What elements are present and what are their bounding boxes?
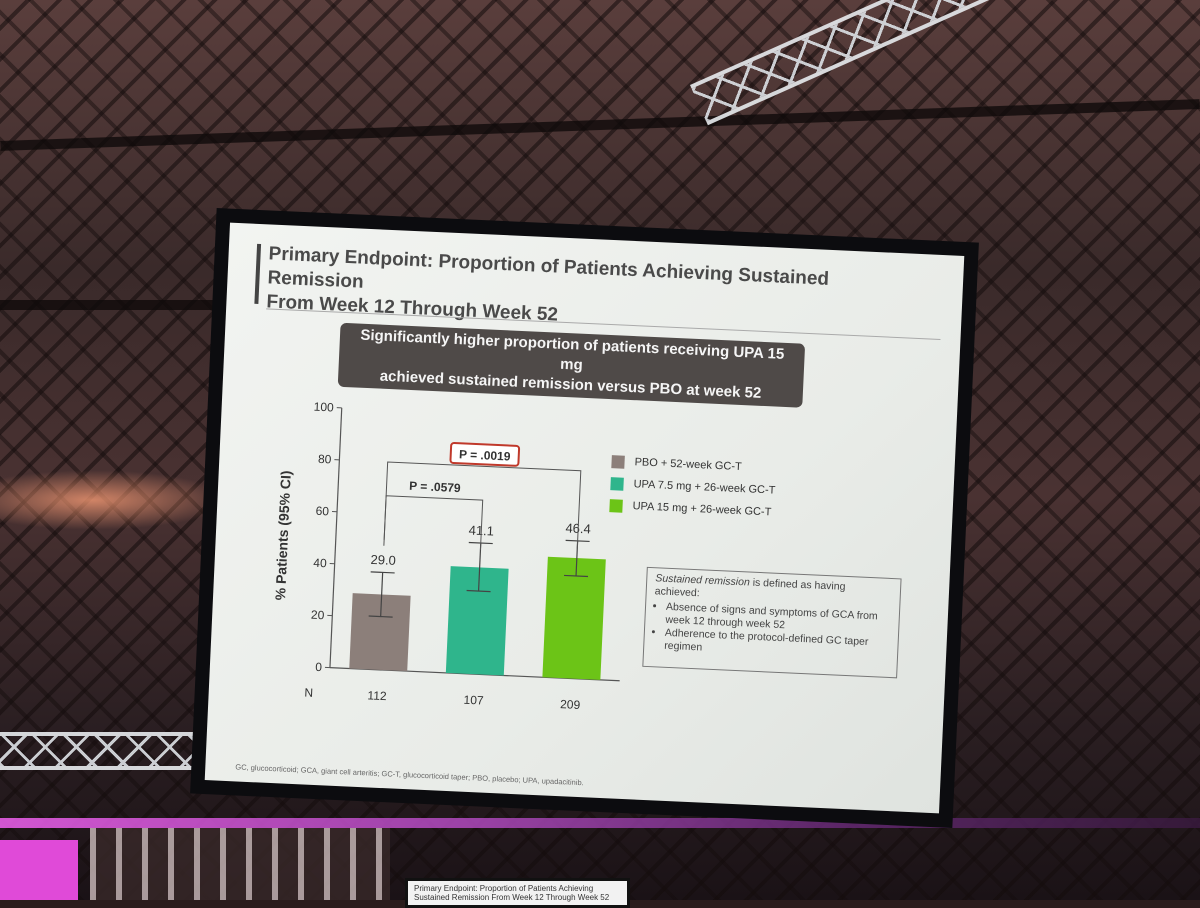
y-tick-label: 20: [311, 608, 325, 623]
definition-list: Absence of signs and symptoms of GCA fro…: [652, 600, 891, 663]
legend-swatch: [609, 499, 623, 513]
y-tick-label: 100: [313, 400, 334, 415]
n-label: N: [304, 685, 313, 699]
n-value: 107: [463, 693, 484, 708]
bar: [542, 557, 605, 680]
slide-footnote: GC, glucocorticoid; GCA, giant cell arte…: [235, 762, 584, 787]
chart-legend: PBO + 52-week GC-T UPA 7.5 mg + 26-week G…: [609, 450, 777, 523]
legend-label: UPA 7.5 mg + 26-week GC-T: [633, 478, 775, 496]
n-value: 112: [367, 688, 387, 703]
comparison-bracket: [384, 496, 483, 550]
y-tick-label: 80: [318, 452, 332, 467]
title-accent-bar: [254, 244, 261, 304]
legend-label: PBO + 52-week GC-T: [634, 456, 742, 473]
data-label: 29.0: [370, 552, 396, 568]
bar: [349, 593, 410, 671]
error-bar-cap: [371, 572, 395, 573]
n-value: 209: [560, 697, 581, 712]
slide: Primary Endpoint: Proportion of Patients…: [205, 223, 965, 814]
projection-screen: Primary Endpoint: Proportion of Patients…: [190, 208, 979, 828]
definition-box: Sustained remission is defined as having…: [642, 567, 901, 678]
bar: [446, 566, 509, 675]
y-axis-label: % Patients (95% CI): [272, 470, 294, 601]
y-tick-label: 60: [315, 504, 329, 519]
legend-swatch: [610, 477, 624, 491]
p-value-label: P = .0579: [409, 479, 461, 495]
legend-label: UPA 15 mg + 26-week GC-T: [632, 500, 771, 518]
y-tick-label: 0: [315, 660, 323, 674]
p-value-label: P = .0019: [459, 447, 511, 463]
legend-swatch: [611, 455, 625, 469]
y-tick-label: 40: [313, 556, 327, 571]
y-axis: [330, 408, 342, 668]
